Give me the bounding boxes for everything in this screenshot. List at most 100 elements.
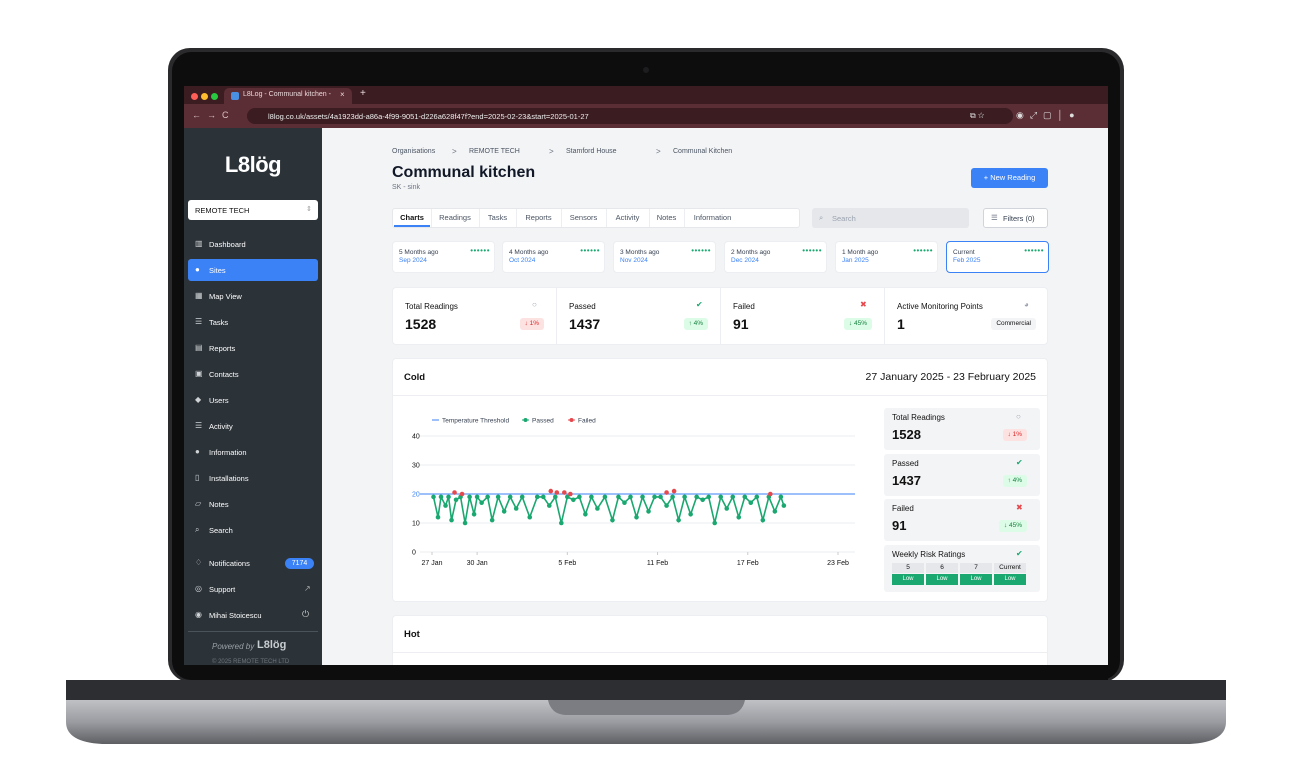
- divider: [556, 288, 557, 344]
- minimise-dot[interactable]: [201, 93, 208, 100]
- nav-item[interactable]: [188, 285, 318, 307]
- weekly-title: Weekly Risk Ratings: [892, 550, 966, 559]
- reading-point: [459, 491, 465, 497]
- nav-item[interactable]: [188, 337, 318, 359]
- nav-label: Sites: [209, 266, 226, 275]
- user-icon: ◉: [195, 610, 202, 619]
- reading-point: [519, 494, 525, 500]
- nav-item[interactable]: [188, 389, 318, 411]
- week-rating[interactable]: Low: [960, 574, 992, 585]
- nav-item[interactable]: [188, 311, 318, 333]
- logout-icon[interactable]: ⏻: [302, 609, 310, 619]
- user-name[interactable]: Mihai Stoicescu: [209, 611, 262, 620]
- powered-logo: L8lög: [257, 639, 287, 651]
- legend-label: Temperature Threshold: [442, 418, 509, 425]
- new-tab[interactable]: +: [360, 88, 366, 99]
- nav-item[interactable]: [188, 233, 318, 255]
- stat-label: Active Monitoring Points: [897, 302, 983, 311]
- nav-item[interactable]: [188, 415, 318, 437]
- breadcrumb-separator: >: [452, 147, 457, 156]
- filters-button[interactable]: [983, 208, 1048, 228]
- support-label[interactable]: Support: [209, 585, 236, 594]
- week-rating[interactable]: Low: [926, 574, 958, 585]
- stat-icon: ○: [532, 300, 537, 309]
- month-card[interactable]: [835, 241, 938, 273]
- bezel-bottom: [322, 665, 1108, 680]
- nav-item[interactable]: [188, 363, 318, 385]
- reading-point: [474, 494, 480, 500]
- reading-point: [431, 494, 436, 500]
- month-dots: ••••••: [802, 246, 822, 255]
- active-tab[interactable]: [224, 88, 352, 104]
- stat-value: 1: [897, 316, 905, 332]
- breadcrumb-item[interactable]: Communal Kitchen: [673, 148, 733, 155]
- reading-point: [546, 503, 552, 508]
- close-dot[interactable]: [191, 93, 198, 100]
- side-stat-label: Passed: [892, 458, 919, 468]
- reading-point: [628, 494, 633, 500]
- tab[interactable]: Readings: [431, 209, 478, 227]
- tab-close[interactable]: ×: [340, 90, 345, 99]
- extension-icons[interactable]: ◉⤢▢│●: [1016, 110, 1081, 120]
- reading-point: [682, 494, 687, 500]
- month-dots: ••••••: [470, 246, 490, 255]
- nav-item[interactable]: [188, 467, 318, 489]
- week-label: Current: [994, 563, 1026, 573]
- tab[interactable]: Charts: [394, 209, 430, 227]
- nav-item[interactable]: [188, 441, 318, 463]
- tab[interactable]: Information: [684, 209, 740, 227]
- laptop-base: [66, 700, 1226, 744]
- reading-point: [778, 494, 784, 500]
- month-name: Feb 2025: [953, 257, 981, 264]
- new-reading-button[interactable]: + New Reading: [971, 168, 1048, 188]
- notification-badge: 7174: [285, 558, 314, 569]
- month-card[interactable]: [724, 241, 827, 273]
- week-rating[interactable]: Low: [892, 574, 924, 585]
- reading-point: [724, 506, 730, 511]
- search-box[interactable]: [812, 208, 969, 228]
- y-tick-label: 40: [412, 434, 420, 441]
- month-name: Dec 2024: [731, 257, 759, 264]
- reading-point: [742, 494, 748, 500]
- tab[interactable]: Sensors: [561, 209, 605, 227]
- maximise-dot[interactable]: [211, 93, 218, 100]
- reading-point: [622, 500, 627, 506]
- address-bar[interactable]: [247, 108, 1013, 124]
- nav-icon: ☰: [195, 421, 203, 430]
- nav-label: Activity: [209, 422, 233, 431]
- reading-point: [554, 490, 560, 495]
- tab[interactable]: Tasks: [479, 209, 515, 227]
- y-tick-label: 30: [412, 463, 420, 470]
- reading-point: [568, 491, 573, 497]
- legend-swatch: [523, 418, 528, 422]
- nav-icon: ⌕: [195, 525, 200, 534]
- nav-buttons[interactable]: ←→C: [192, 110, 235, 120]
- nav-item[interactable]: [188, 259, 318, 281]
- month-ago: Current: [953, 249, 975, 256]
- reading-point: [610, 517, 615, 523]
- stat-label: Total Readings: [405, 302, 458, 311]
- reading-point: [718, 494, 724, 500]
- x-tick-label: 23 Feb: [827, 560, 849, 567]
- month-card[interactable]: [392, 241, 495, 273]
- search-placeholder: Search: [832, 214, 856, 223]
- nav-item[interactable]: [188, 519, 318, 541]
- breadcrumb-item[interactable]: Stamford House: [566, 148, 617, 155]
- tab-bar: [184, 86, 1108, 104]
- org-select[interactable]: [188, 200, 318, 220]
- nav-item[interactable]: [188, 493, 318, 515]
- tab[interactable]: Activity: [606, 209, 648, 227]
- reading-point: [670, 494, 675, 500]
- month-card[interactable]: [502, 241, 605, 273]
- breadcrumb-item[interactable]: Organisations: [392, 148, 436, 155]
- tab[interactable]: Notes: [649, 209, 683, 227]
- month-card[interactable]: [946, 241, 1049, 273]
- reading-point: [748, 500, 754, 506]
- breadcrumb-item[interactable]: REMOTE TECH: [469, 148, 520, 155]
- reading-point: [548, 488, 554, 494]
- tab[interactable]: Reports: [516, 209, 560, 227]
- bookmark-icons[interactable]: ⧉ ☆: [970, 111, 985, 120]
- month-card[interactable]: [613, 241, 716, 273]
- nav-label: Information: [209, 448, 247, 457]
- week-rating[interactable]: Low: [994, 574, 1026, 585]
